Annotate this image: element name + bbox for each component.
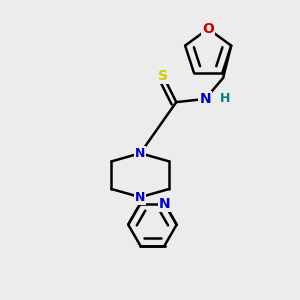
Text: N: N — [200, 92, 211, 106]
Text: N: N — [135, 147, 146, 160]
Text: N: N — [159, 196, 170, 211]
Text: S: S — [158, 69, 168, 83]
Text: N: N — [135, 191, 146, 204]
Text: H: H — [220, 92, 230, 105]
Text: O: O — [202, 22, 214, 36]
